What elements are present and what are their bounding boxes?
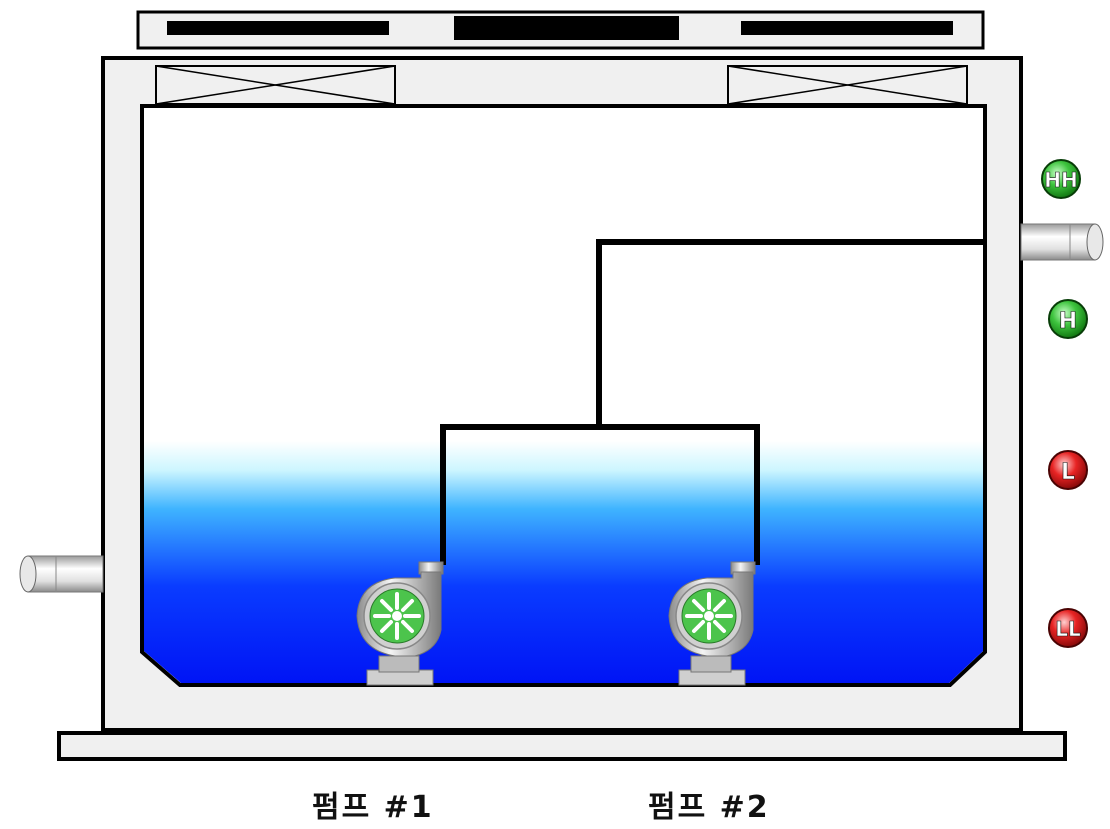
- tank-base: [57, 731, 1067, 761]
- discharge-piping: [440, 239, 985, 565]
- pump-2-impeller-icon: [685, 592, 733, 640]
- pump-1-label: 펌프 #1: [312, 790, 434, 825]
- vent-left: [155, 65, 396, 105]
- level-indicator-HH: HH: [1041, 159, 1081, 199]
- pump-2[interactable]: [668, 561, 756, 686]
- pump-1[interactable]: [356, 561, 444, 686]
- level-indicator-LL: LL: [1048, 608, 1088, 648]
- tank-cover: [136, 10, 985, 50]
- outlet-pipe: [1020, 223, 1104, 261]
- level-indicator-H-label: H: [1059, 309, 1077, 334]
- level-indicator-H: H: [1048, 299, 1088, 339]
- inlet-pipe: [19, 555, 104, 593]
- level-indicator-L: L: [1048, 450, 1088, 490]
- pump-1-impeller-icon: [373, 592, 421, 640]
- vent-right: [727, 65, 968, 105]
- water-level: [144, 441, 983, 683]
- level-indicator-LL-label: LL: [1055, 617, 1081, 641]
- pump-2-label: 펌프 #2: [648, 790, 770, 825]
- level-indicator-L-label: L: [1061, 460, 1075, 485]
- level-indicator-HH-label: HH: [1044, 168, 1077, 192]
